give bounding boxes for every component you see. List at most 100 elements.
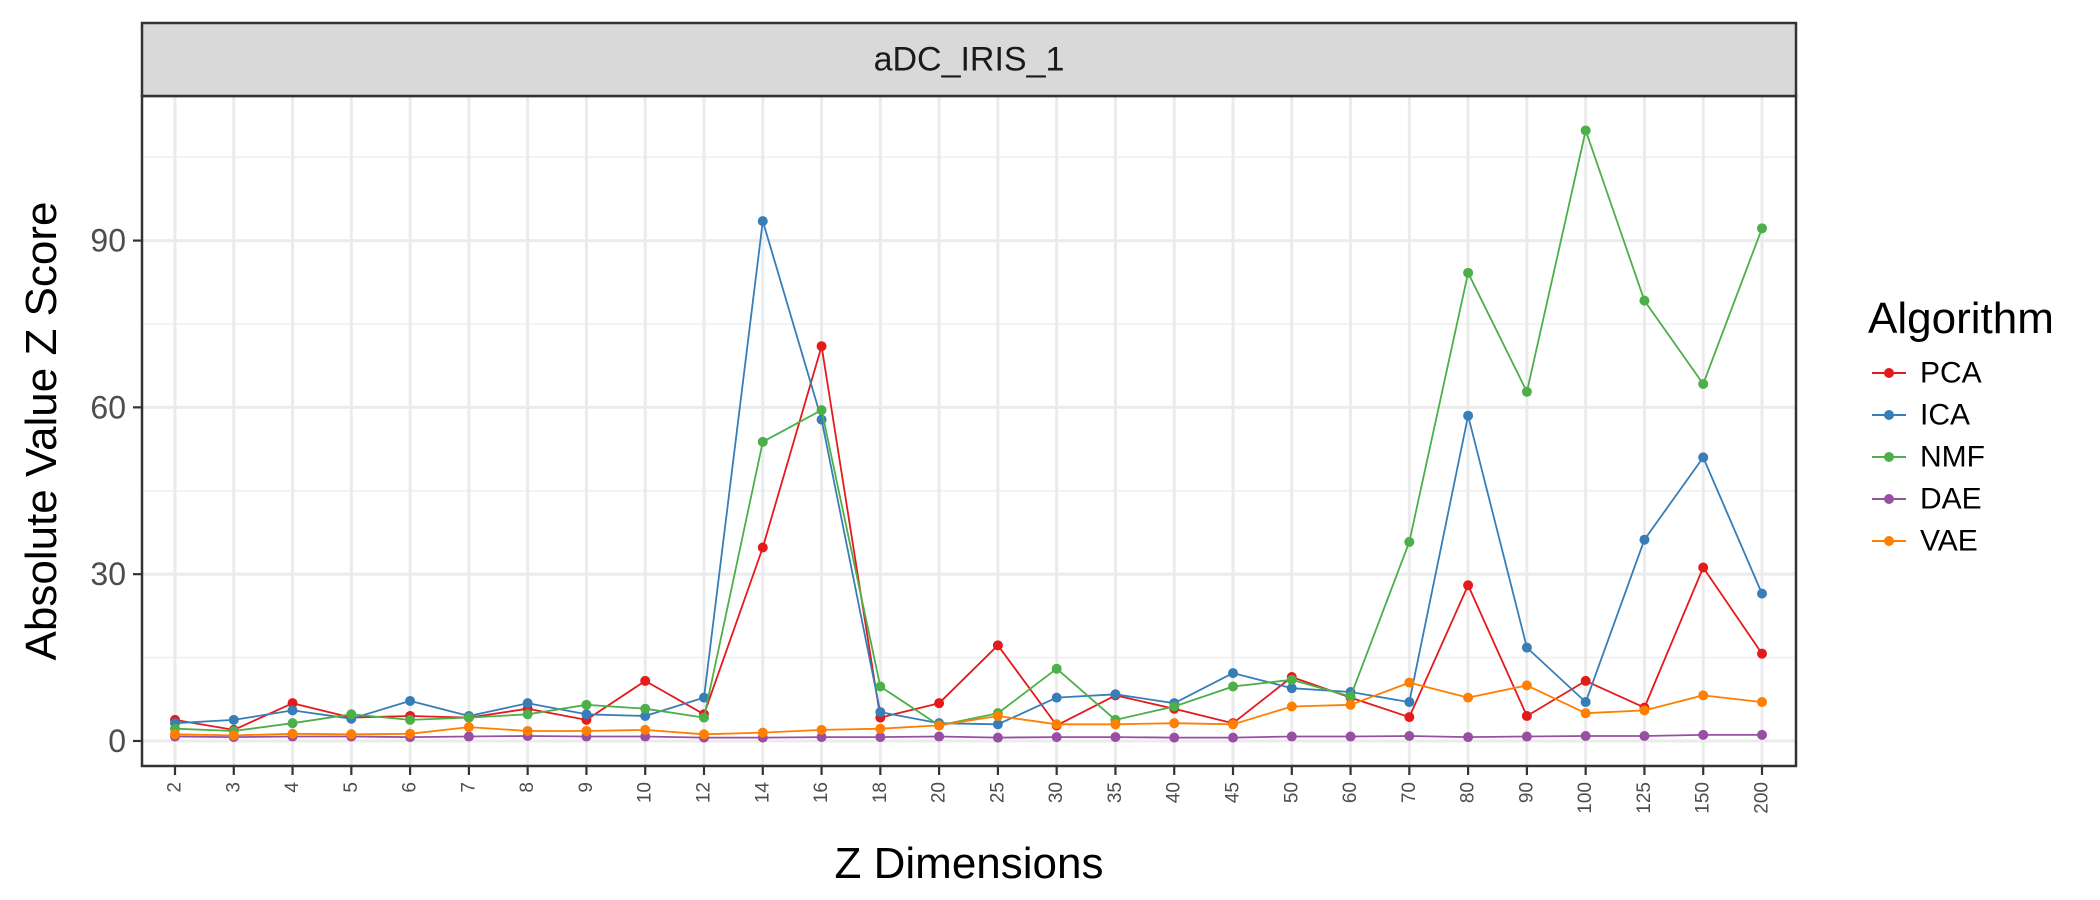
facet-strip-label: aDC_IRIS_1 (874, 41, 1065, 79)
x-tick-label-125: 125 (1634, 782, 1655, 814)
point-vae-14 (757, 727, 768, 738)
point-nmf-16 (816, 405, 827, 416)
point-dae-20 (934, 731, 945, 742)
point-vae-40 (1169, 718, 1180, 729)
point-ica-45 (1228, 668, 1238, 679)
point-nmf-125 (1639, 295, 1650, 306)
point-ica-4 (287, 705, 298, 716)
point-dae-100 (1580, 730, 1591, 741)
legend-key-point-ica (1884, 410, 1894, 420)
point-vae-25 (992, 710, 1003, 721)
legend: Algorithm PCA ICA NMF DAE VAE (1868, 294, 2054, 558)
y-tick-label-60: 60 (90, 389, 126, 425)
point-nmf-18 (875, 681, 886, 692)
series-vae (170, 677, 1767, 741)
major-gridlines (142, 96, 1796, 766)
point-dae-90 (1521, 731, 1532, 742)
series-line-ica (174, 220, 1763, 726)
x-tick-label-12: 12 (694, 782, 715, 803)
point-ica-70 (1404, 697, 1415, 708)
x-tick-label-35: 35 (1105, 782, 1126, 803)
legend-title: Algorithm (1868, 294, 2054, 343)
x-axis: 2 3 4 5 6 7 8 9 10 12 14 16 18 20 25 30 35 40 45 50 60 70 80 90… (165, 766, 1773, 814)
point-dae-7 (463, 731, 474, 742)
x-tick-label-4: 4 (282, 782, 303, 793)
point-nmf-80 (1463, 267, 1474, 278)
point-vae-12 (699, 729, 709, 740)
point-dae-16 (816, 732, 827, 743)
point-ica-30 (1051, 692, 1062, 703)
point-ica-100 (1580, 697, 1591, 708)
point-dae-50 (1286, 731, 1297, 742)
x-tick-label-3: 3 (223, 782, 244, 793)
legend-label-nmf: NMF (1920, 441, 1985, 474)
point-vae-16 (816, 724, 827, 735)
x-tick-label-150: 150 (1693, 782, 1714, 814)
series-nmf (170, 125, 1767, 736)
point-vae-20 (934, 720, 945, 731)
point-nmf-8 (522, 709, 533, 720)
x-tick-label-14: 14 (752, 782, 773, 804)
point-nmf-100 (1580, 125, 1591, 136)
point-dae-35 (1110, 732, 1121, 743)
x-axis-title: Z Dimensions (835, 839, 1104, 888)
legend-key-point-dae (1884, 494, 1894, 504)
point-ica-125 (1639, 534, 1650, 545)
legend-key-point-pca (1884, 368, 1894, 378)
point-ica-18 (875, 707, 886, 718)
minor-gridlines (142, 156, 1796, 659)
point-dae-60 (1345, 731, 1356, 742)
point-ica-150 (1698, 452, 1709, 463)
legend-item-dae: DAE (1872, 483, 1982, 516)
point-pca-14 (757, 542, 768, 553)
point-vae-3 (228, 730, 239, 741)
point-vae-80 (1463, 692, 1474, 703)
legend-label-dae: DAE (1920, 483, 1982, 516)
x-tick-label-50: 50 (1281, 782, 1302, 803)
point-pca-100 (1580, 675, 1591, 686)
point-nmf-150 (1698, 379, 1709, 390)
point-ica-25 (992, 719, 1003, 730)
point-dae-80 (1463, 732, 1474, 743)
point-vae-150 (1698, 690, 1709, 701)
point-dae-25 (992, 732, 1003, 743)
point-pca-200 (1757, 648, 1767, 659)
series-line-nmf (174, 129, 1763, 732)
facet-strip (140, 21, 1798, 98)
point-dae-125 (1639, 730, 1650, 741)
point-nmf-40 (1169, 701, 1180, 712)
point-vae-70 (1404, 677, 1415, 688)
legend-item-ica: ICA (1872, 399, 1970, 432)
y-axis: 0 30 60 90 (90, 223, 142, 759)
point-nmf-10 (640, 703, 651, 714)
series-line-dae (174, 734, 1762, 739)
point-vae-200 (1757, 697, 1767, 708)
x-tick-label-200: 200 (1752, 782, 1773, 814)
point-vae-9 (581, 725, 592, 736)
point-vae-7 (463, 722, 474, 733)
x-tick-label-16: 16 (811, 782, 832, 803)
x-tick-label-10: 10 (635, 782, 656, 803)
point-ica-12 (699, 692, 709, 703)
point-pca-80 (1463, 580, 1474, 591)
point-vae-50 (1286, 701, 1297, 712)
legend-key-point-nmf (1884, 452, 1894, 462)
x-tick-label-5: 5 (341, 782, 362, 793)
point-vae-8 (522, 725, 533, 736)
point-dae-30 (1051, 732, 1062, 743)
x-tick-label-9: 9 (576, 782, 597, 793)
point-vae-35 (1110, 719, 1121, 730)
x-tick-label-18: 18 (870, 782, 891, 803)
x-tick-label-6: 6 (400, 782, 421, 793)
point-pca-25 (992, 640, 1003, 651)
legend-key-point-vae (1884, 536, 1894, 546)
x-tick-label-30: 30 (1046, 782, 1067, 803)
legend-label-pca: PCA (1920, 357, 1982, 390)
point-vae-125 (1639, 705, 1650, 716)
point-vae-6 (405, 728, 416, 739)
point-vae-45 (1228, 719, 1238, 730)
x-tick-label-100: 100 (1575, 782, 1596, 814)
point-vae-30 (1051, 719, 1062, 730)
x-tick-label-25: 25 (987, 782, 1008, 803)
point-nmf-30 (1051, 663, 1062, 674)
